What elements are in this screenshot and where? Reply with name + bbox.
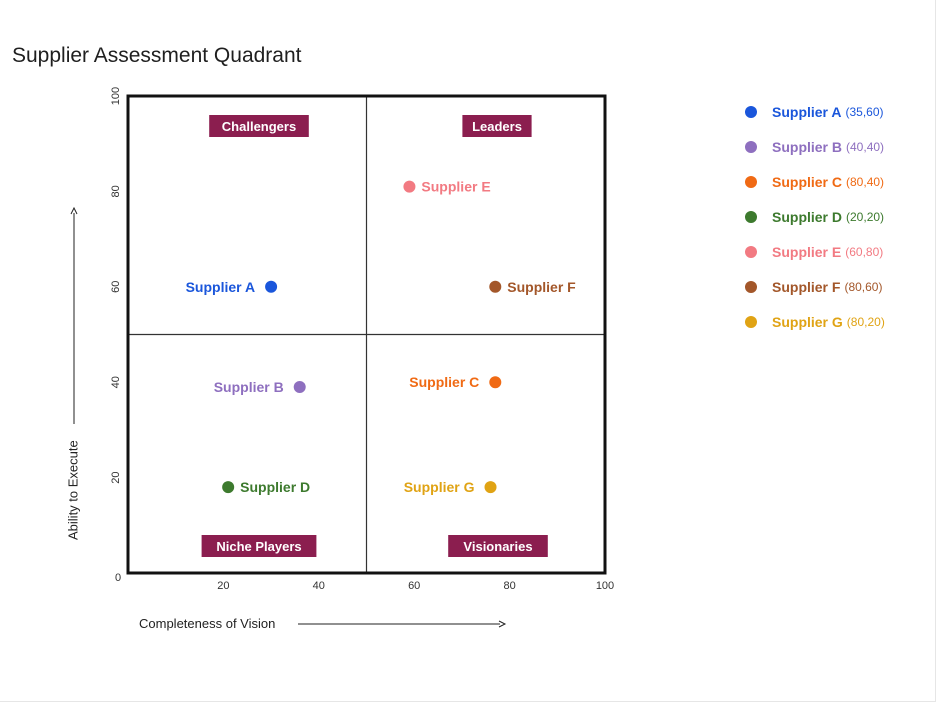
- x-tick-label: 100: [596, 580, 614, 592]
- legend-name: Supplier F: [772, 278, 841, 295]
- legend-marker-icon: [745, 315, 757, 328]
- point-label: Supplier D: [240, 479, 310, 495]
- y-tick-label: 20: [110, 471, 122, 483]
- legend-name: Supplier B: [772, 138, 843, 155]
- legend-item: Supplier B (40,40): [745, 129, 885, 164]
- legend-item: Supplier E (60,80): [745, 234, 885, 269]
- quadrant-label: Niche Players: [216, 539, 301, 554]
- y-tick-label: 0: [115, 572, 121, 584]
- quadrant-label: Leaders: [472, 119, 522, 134]
- point-label: Supplier E: [421, 179, 490, 195]
- legend-item: Supplier A (35,60): [745, 94, 885, 129]
- legend-item: Supplier F (80,60): [745, 269, 885, 304]
- legend-marker-icon: [745, 175, 757, 188]
- legend-name: Supplier G: [772, 313, 843, 330]
- y-axis-arrowhead: [70, 206, 78, 215]
- y-tick-label: 80: [110, 185, 122, 197]
- legend-item: Supplier C (80,40): [745, 164, 885, 199]
- legend-marker-icon: [745, 210, 757, 223]
- data-point: [265, 280, 278, 293]
- legend-marker-icon: [745, 105, 757, 118]
- quadrant-label: Visionaries: [463, 539, 532, 554]
- y-tick-label: 40: [110, 376, 122, 388]
- data-point: [293, 380, 306, 393]
- legend-value: (80,40): [846, 174, 885, 189]
- plot-border: [126, 94, 607, 575]
- legend-marker-icon: [745, 280, 757, 293]
- chart-title: Supplier Assessment Quadrant: [12, 44, 302, 67]
- legend-marker-icon: [745, 245, 757, 258]
- x-tick-label: 20: [217, 580, 229, 592]
- legend-item: Supplier G (80,20): [745, 304, 885, 339]
- x-tick-label: 80: [503, 580, 515, 592]
- quadrant-label-box: [448, 535, 548, 557]
- legend-value: (40,40): [846, 139, 885, 154]
- quadrant-label-box: [209, 115, 309, 137]
- point-label: Supplier B: [214, 379, 284, 395]
- legend-name: Supplier D: [772, 208, 843, 225]
- point-label: Supplier F: [507, 279, 576, 295]
- point-label: Supplier C: [409, 374, 479, 390]
- data-point: [489, 280, 502, 293]
- y-tick-label: 60: [110, 281, 122, 293]
- y-axis-label: Ability to Execute: [65, 440, 80, 540]
- x-tick-label: 40: [313, 580, 325, 592]
- legend-name: Supplier E: [772, 243, 842, 260]
- point-label: Supplier G: [404, 479, 475, 495]
- point-label: Supplier A: [186, 279, 256, 295]
- quadrant-label-box: [462, 115, 532, 137]
- y-tick-label: 100: [110, 87, 122, 105]
- quadrant-label: Challengers: [222, 119, 296, 134]
- legend-value: (80,60): [844, 279, 883, 294]
- legend-name: Supplier C: [772, 173, 843, 190]
- legend-name: Supplier A: [772, 103, 842, 120]
- legend-item: Supplier D (20,20): [745, 199, 885, 234]
- data-point: [403, 180, 416, 193]
- legend: Supplier A (35,60) Supplier B (40,40) Suppli…: [745, 94, 885, 339]
- legend-value: (60,80): [845, 244, 884, 259]
- legend-value: (20,20): [846, 209, 885, 224]
- x-axis-arrowhead: [498, 620, 507, 628]
- data-point: [489, 376, 502, 389]
- legend-value: (35,60): [845, 104, 884, 119]
- legend-value: (80,20): [846, 314, 885, 329]
- legend-marker-icon: [745, 140, 757, 153]
- x-tick-label: 60: [408, 580, 420, 592]
- data-point: [484, 481, 497, 494]
- quadrant-label-box: [201, 535, 317, 557]
- data-point: [222, 481, 235, 494]
- x-axis-label: Completeness of Vision: [139, 616, 275, 631]
